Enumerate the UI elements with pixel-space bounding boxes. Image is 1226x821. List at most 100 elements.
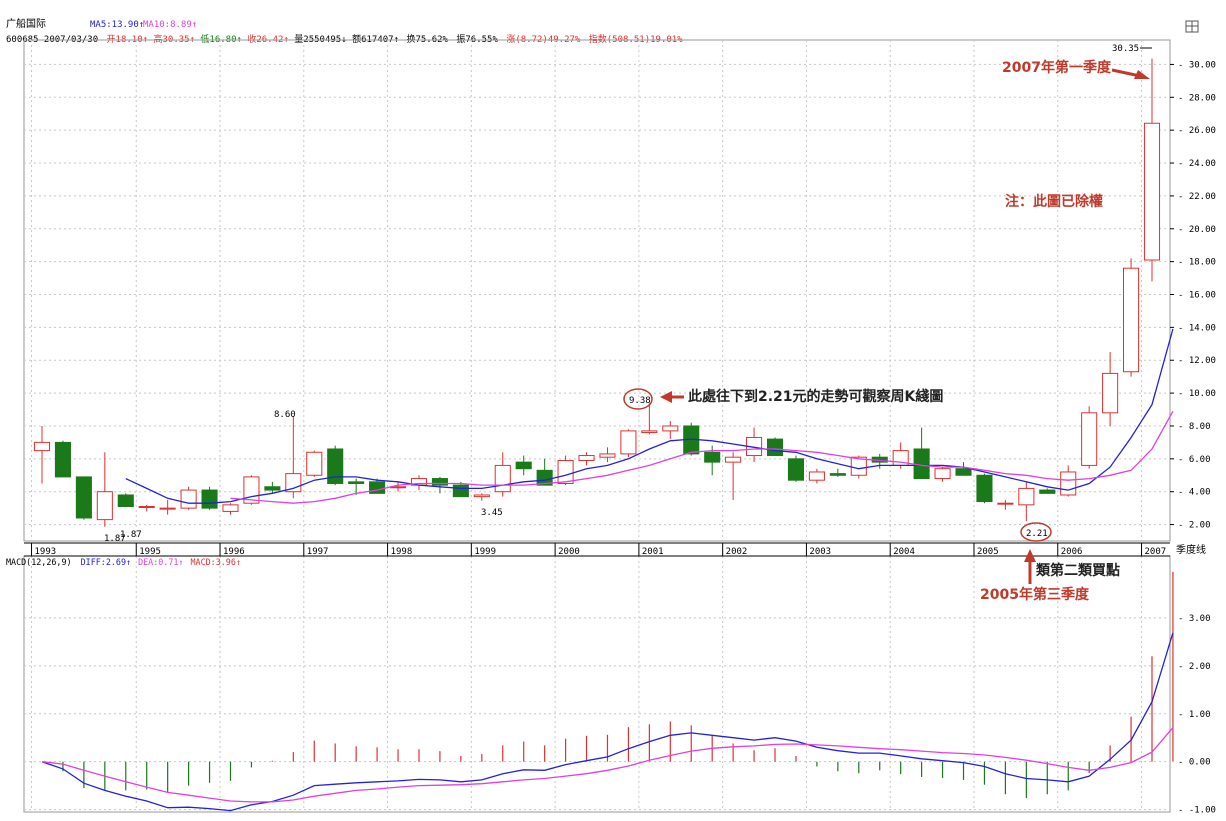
candle-36 (787, 455, 805, 482)
amplitude-value: 振76.55% (456, 33, 498, 45)
macd-tick-3: - 2.00 (1178, 662, 1211, 672)
candle-2 (75, 476, 92, 520)
arrow-low (1024, 549, 1036, 584)
candle-41 (892, 442, 909, 469)
year-label-1996: 1996 (223, 547, 245, 557)
price-tick-6: - 14.00 (1178, 323, 1216, 333)
ma5-line (125, 328, 1174, 504)
candle-31 (683, 422, 700, 456)
price-tick-1: - 4.00 (1178, 488, 1211, 498)
candle-0 (33, 425, 51, 484)
candle-29 (641, 403, 658, 435)
label-345: 3.45 (481, 508, 503, 518)
candle-14 (327, 445, 344, 486)
header-line: 600685 2007/03/30 开18.10↑ 高30.35↑ 低16.80… (6, 33, 683, 45)
candle-24 (536, 458, 553, 486)
year-label-2001: 2001 (642, 547, 664, 557)
year-label-2007: 2007 (1145, 547, 1167, 557)
candle-27 (599, 447, 616, 463)
macd-title: MACD(12,26,9) (6, 557, 72, 567)
candle-35 (766, 437, 784, 457)
peak-circle (623, 388, 653, 410)
label-max-3035: 30.35 (1112, 44, 1139, 54)
candle-4 (117, 493, 134, 507)
candle-9 (222, 503, 239, 515)
candle-51 (1102, 352, 1119, 426)
dea-line (41, 727, 1174, 803)
candles (33, 58, 1161, 527)
label-860: 8.60 (274, 410, 296, 420)
arrow-2007-q1 (1111, 68, 1150, 79)
label-187-a: 1.87 (104, 534, 126, 544)
year-label-2003: 2003 (809, 547, 831, 557)
price-tick-10: - 22.00 (1178, 192, 1216, 202)
candle-33 (725, 452, 742, 500)
candle-28 (620, 429, 637, 458)
candle-8 (201, 486, 218, 510)
label-187-b: 1.87 (120, 530, 142, 540)
candle-34 (746, 427, 763, 463)
peak-annotation: 此處往下到2.21元的走勢可觀察周K綫圖 (688, 388, 943, 405)
candle-13 (306, 450, 323, 477)
candle-38 (829, 468, 846, 477)
candle-11 (264, 481, 281, 494)
candle-39 (850, 455, 867, 479)
low-value: 低16.80↑ (200, 33, 242, 45)
candle-45 (976, 473, 993, 504)
annotation-2007-q1: 2007年第一季度 (1002, 59, 1112, 76)
ma-lines (125, 328, 1174, 504)
year-label-1993: 1993 (35, 547, 57, 557)
year-label-2000: 2000 (558, 547, 580, 557)
candle-48 (1039, 488, 1056, 494)
price-tick-13: - 28.00 (1178, 93, 1216, 103)
year-label-1995: 1995 (139, 547, 161, 557)
year-label-1997: 1997 (307, 547, 329, 557)
macd-tick-0: - -1.00 (1178, 806, 1216, 816)
dea-value: DEA:0.71↑ (138, 557, 183, 567)
candle-43 (934, 467, 951, 482)
candle-18 (410, 475, 428, 491)
candle-52 (1123, 258, 1140, 377)
year-label-1998: 1998 (391, 547, 413, 557)
index-value: 指数(508.51)19.01% (589, 33, 683, 45)
buy-point-annotation: 類第二類買點 (1035, 562, 1120, 579)
price-tick-8: - 18.00 (1178, 258, 1216, 268)
price-tick-12: - 26.00 (1178, 126, 1216, 136)
candle-6 (159, 499, 176, 515)
ma5-label: MA5:13.90↑ (90, 20, 144, 30)
year-label-1999: 1999 (474, 547, 496, 557)
price-tick-2: - 6.00 (1178, 455, 1211, 465)
candle-3 (96, 452, 113, 527)
year-label-2005: 2005 (977, 547, 999, 557)
amount-value: 额617407↑ (352, 33, 399, 45)
high-value: 高30.35↑ (153, 33, 195, 45)
turnover-value: 换75.62% (406, 33, 448, 45)
macd-header: MACD(12,26,9) DIFF:2.69↑ DEA:0.71↑ MACD:… (6, 557, 241, 567)
stock-name: 广船国际 (6, 17, 46, 30)
candle-7 (180, 486, 197, 510)
candle-1 (54, 440, 71, 478)
price-axis: - 2.00 - 4.00 - 6.00 - 8.00 - 10.00 - 12.00 - … (1170, 60, 1216, 531)
price-tick-14: - 30.00 (1178, 60, 1216, 70)
candle-21 (473, 493, 490, 501)
year-label-2004: 2004 (893, 547, 915, 557)
macd-axis: - -1.00 - 0.00 - 1.00 - 2.00 - 3.00 (1178, 614, 1216, 816)
year-label-2006: 2006 (1061, 547, 1083, 557)
candle-26 (578, 452, 595, 466)
macd-tick-1: - 0.00 (1178, 758, 1211, 768)
period-label: 季度线 (1176, 543, 1206, 556)
candle-30 (662, 421, 679, 440)
candle-19 (431, 476, 448, 494)
macd-tick-4: - 3.00 (1178, 614, 1211, 624)
low-circle (1020, 522, 1052, 542)
diff-value: DIFF:2.69↑ (81, 557, 131, 567)
macd-value: MACD:3.96↑ (191, 557, 241, 567)
candle-42 (913, 427, 930, 480)
year-label-2002: 2002 (726, 547, 748, 557)
price-tick-11: - 24.00 (1178, 159, 1216, 169)
peak-label: 9.38 (629, 396, 651, 406)
low-label: 2.21 (1026, 529, 1048, 539)
annotation-note: 注：此圖已除權 (1005, 193, 1103, 210)
arrow-peak (660, 391, 684, 403)
